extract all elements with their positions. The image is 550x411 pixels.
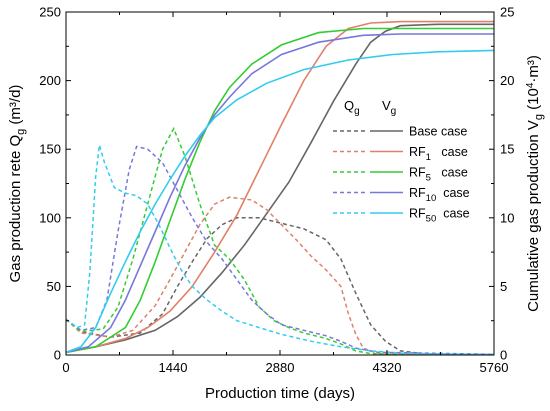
series-rate-line-1 <box>65 196 495 356</box>
series-cumulative-line-3 <box>65 33 494 354</box>
x-tick-label-4: 5760 <box>480 360 509 375</box>
x-axis-title: Production time (days) <box>205 385 355 402</box>
series-rate-line-0 <box>65 217 495 356</box>
series-cumulative-line-0 <box>65 23 494 354</box>
series-rate-line-3 <box>65 145 495 356</box>
series-layer <box>65 20 495 356</box>
series-cumulative-line-1 <box>65 20 494 354</box>
legend-label-3: RF10 case <box>409 186 470 204</box>
series-rate-line-2 <box>65 126 495 356</box>
y-axis-right-title: Cumulative gas production Vg (104·m³) <box>525 55 545 312</box>
legend: Qg Vg Base case RF1 case RF5 case RF10 case… <box>333 98 470 225</box>
legend-header-cumulative: Vg <box>382 98 396 117</box>
legend-label-2: RF5 case <box>409 166 468 184</box>
y-left-tick-label-1: 50 <box>47 279 61 294</box>
y-axis-left-title: Gas production rete Qg (m³/d) <box>7 85 27 283</box>
ticks-layer: 0 1440 2880 4320 576005010015020025005101520… <box>39 5 514 376</box>
x-tick-label-0: 0 <box>62 360 69 375</box>
y-left-tick-label-3: 150 <box>39 142 61 157</box>
legend-header-rate: Qg <box>344 98 360 117</box>
legend-label-4: RF50 case <box>409 207 470 225</box>
y-right-tick-label-4: 20 <box>500 73 514 88</box>
y-right-tick-label-3: 15 <box>500 142 514 157</box>
legend-label-0: Base case <box>409 125 467 139</box>
y-left-tick-label-2: 100 <box>39 210 61 225</box>
series-cumulative-line-4 <box>65 49 495 354</box>
x-tick-label-1: 1440 <box>159 360 188 375</box>
y-right-tick-label-2: 10 <box>500 210 514 225</box>
series-rate-line-4 <box>65 144 495 356</box>
y-right-tick-label-1: 5 <box>500 279 507 294</box>
y-right-tick-label-0: 0 <box>500 348 507 363</box>
x-tick-label-3: 4320 <box>373 360 402 375</box>
y-right-tick-label-5: 25 <box>500 5 514 20</box>
series-cumulative-line-2 <box>65 27 494 354</box>
plot-frame <box>65 11 495 356</box>
y-left-tick-label-5: 250 <box>39 5 61 20</box>
x-tick-label-2: 2880 <box>266 360 295 375</box>
legend-label-1: RF1 case <box>409 145 468 163</box>
y-left-tick-label-4: 200 <box>39 73 61 88</box>
y-left-tick-label-0: 0 <box>54 348 61 363</box>
